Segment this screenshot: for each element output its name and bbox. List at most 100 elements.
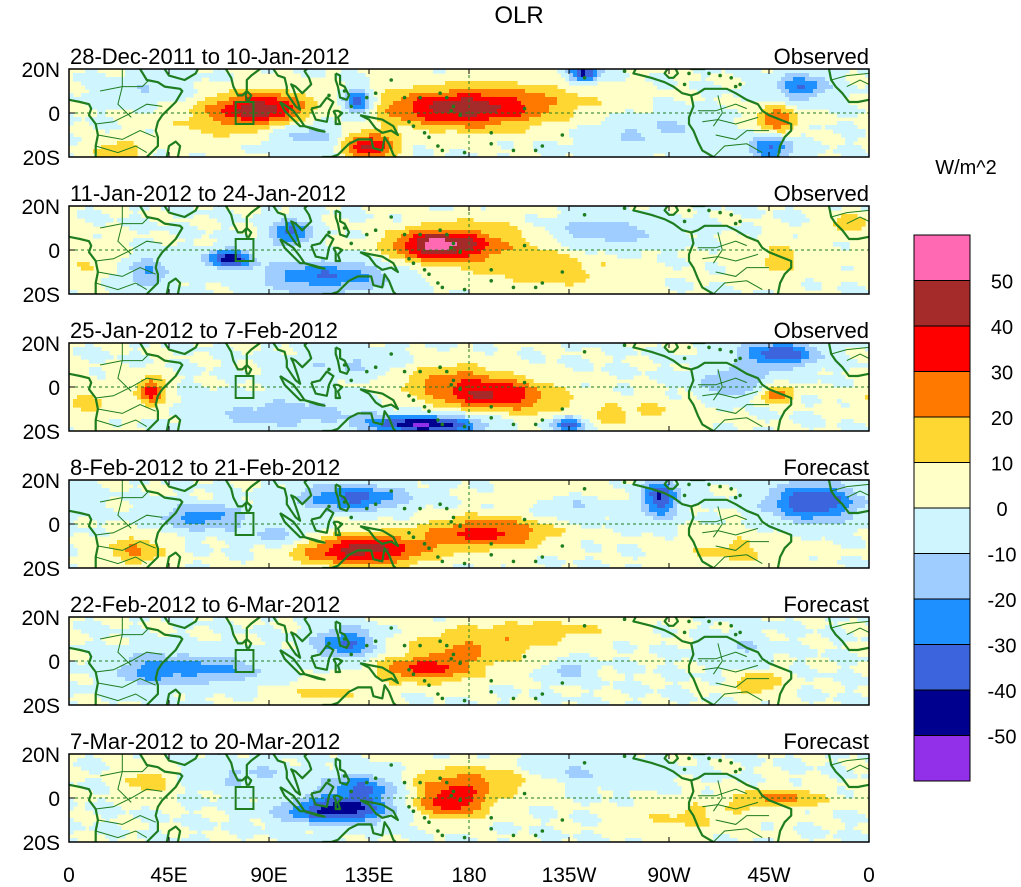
field-cell bbox=[297, 689, 350, 694]
field-cell bbox=[789, 778, 802, 783]
field-cell bbox=[377, 669, 390, 674]
field-cell bbox=[265, 282, 310, 287]
field-cell bbox=[737, 508, 762, 513]
field-cell bbox=[273, 129, 310, 134]
field-cell bbox=[185, 790, 198, 795]
field-cell bbox=[417, 395, 434, 400]
field-cell bbox=[381, 125, 398, 130]
field-cell bbox=[737, 641, 754, 646]
field-cell bbox=[217, 218, 246, 223]
field-cell bbox=[265, 274, 286, 279]
field-cell bbox=[417, 113, 462, 118]
field-cell bbox=[753, 838, 774, 842]
field-cell bbox=[349, 778, 370, 783]
coastline bbox=[139, 480, 184, 568]
field-cell bbox=[765, 121, 790, 126]
field-cell bbox=[405, 383, 426, 388]
border-line bbox=[713, 143, 763, 157]
island-mark bbox=[411, 809, 416, 813]
field-cell bbox=[489, 234, 522, 239]
field-cell bbox=[273, 238, 282, 243]
field-cell bbox=[165, 274, 266, 279]
field-cell bbox=[213, 496, 242, 501]
field-cell bbox=[113, 552, 130, 557]
field-cell bbox=[657, 492, 662, 497]
field-cell bbox=[585, 504, 642, 509]
field-cell bbox=[693, 617, 762, 622]
field-cell bbox=[169, 621, 234, 626]
field-cell bbox=[845, 484, 869, 489]
field-cell bbox=[89, 367, 102, 372]
field-cell bbox=[557, 101, 602, 106]
field-cell bbox=[697, 395, 754, 400]
field-cell bbox=[757, 113, 766, 118]
field-cell bbox=[653, 818, 710, 823]
field-cell bbox=[473, 423, 490, 428]
field-cell bbox=[329, 270, 362, 275]
island-mark bbox=[582, 76, 587, 80]
field-cell bbox=[93, 681, 138, 686]
field-cell bbox=[769, 145, 774, 150]
island-mark bbox=[489, 131, 494, 135]
field-cell bbox=[409, 838, 434, 842]
field-cell bbox=[385, 109, 414, 114]
coastline bbox=[632, 206, 793, 294]
field-cell bbox=[601, 786, 682, 791]
field-cell bbox=[193, 105, 206, 110]
field-cell bbox=[765, 419, 770, 424]
field-cell bbox=[177, 383, 202, 388]
field-cell bbox=[245, 97, 278, 102]
field-cell bbox=[93, 234, 102, 239]
field-cell bbox=[613, 359, 622, 364]
field-cell bbox=[201, 129, 258, 134]
field-cell bbox=[597, 415, 626, 420]
field-cell bbox=[581, 540, 594, 545]
island-mark bbox=[489, 816, 494, 820]
island-mark bbox=[327, 230, 331, 235]
island-mark bbox=[462, 287, 467, 292]
field-cell bbox=[757, 528, 774, 533]
field-cell bbox=[289, 552, 306, 557]
field-cell bbox=[549, 109, 574, 114]
field-cell bbox=[793, 343, 810, 348]
field-cell bbox=[397, 810, 414, 815]
field-cell bbox=[789, 379, 818, 384]
field-cell bbox=[145, 387, 158, 392]
island-mark bbox=[489, 405, 494, 409]
field-cell bbox=[477, 488, 494, 493]
field-cell bbox=[185, 238, 194, 243]
field-cell bbox=[377, 427, 402, 431]
field-cell bbox=[785, 617, 794, 622]
field-cell bbox=[129, 544, 138, 549]
island-mark bbox=[418, 369, 422, 374]
field-cell bbox=[361, 270, 382, 275]
field-cell bbox=[377, 411, 466, 416]
field-cell bbox=[297, 423, 350, 428]
field-cell bbox=[749, 411, 778, 416]
field-cell bbox=[249, 101, 266, 106]
field-cell bbox=[125, 677, 146, 682]
field-cell bbox=[129, 657, 238, 662]
field-cell bbox=[249, 770, 278, 775]
field-cell bbox=[393, 802, 406, 807]
field-cell bbox=[601, 407, 622, 412]
field-cell bbox=[425, 532, 458, 537]
field-cell bbox=[381, 528, 430, 533]
border-line bbox=[712, 506, 723, 538]
field-cell bbox=[253, 407, 258, 412]
field-cell bbox=[761, 379, 774, 384]
field-cell bbox=[645, 77, 674, 82]
field-cell bbox=[573, 834, 602, 839]
field-cell bbox=[345, 379, 370, 384]
field-cell bbox=[425, 117, 490, 122]
field-cell bbox=[641, 488, 646, 493]
field-cell bbox=[545, 564, 562, 568]
island-mark bbox=[449, 109, 454, 113]
field-cell bbox=[669, 286, 694, 291]
colorbar-box bbox=[913, 234, 971, 281]
border-line bbox=[100, 353, 150, 366]
field-cell bbox=[577, 701, 610, 705]
field-cell bbox=[789, 121, 798, 126]
field-cell bbox=[537, 423, 550, 428]
field-cell bbox=[837, 218, 866, 223]
